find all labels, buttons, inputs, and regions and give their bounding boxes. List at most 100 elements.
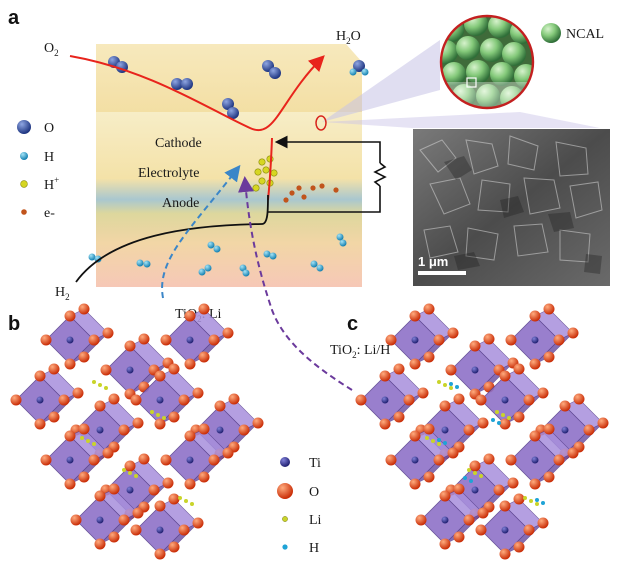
oxygen-atom: [499, 548, 511, 560]
oxygen-atom: [102, 327, 114, 339]
titanium-atom: [411, 456, 419, 464]
hydrogen-atom: [491, 418, 495, 422]
tio6-octahedron: [10, 363, 84, 430]
oxygen-atom: [124, 460, 136, 472]
oxygen-atom: [178, 394, 190, 406]
h2-molecule: [239, 264, 250, 277]
o2-path-arrow: [69, 55, 325, 131]
oxygen-atom: [393, 363, 405, 375]
hydrogen-atom: [443, 441, 447, 445]
oxygen-atom: [64, 310, 76, 322]
legend-item-hydrogen: H: [20, 150, 54, 165]
o2-molecule: [171, 78, 193, 90]
legend-item-lithium: Li: [282, 513, 322, 528]
oxygen-atom: [118, 424, 130, 436]
oxygen-atom: [385, 334, 397, 346]
oxygen-atom: [463, 424, 475, 436]
ncal-inset-box: [466, 77, 477, 88]
oxygen-atom: [198, 471, 210, 483]
oxygen-atom: [385, 454, 397, 466]
h2-label: H2: [55, 285, 70, 302]
oxygen-atom: [423, 303, 435, 315]
titanium-atom: [531, 456, 539, 464]
oxygen-atom: [483, 333, 495, 345]
h2o-molecule: [349, 60, 369, 76]
legend-item-oxygen: O: [17, 120, 54, 136]
legend-text-electron: e-: [44, 206, 55, 221]
oxygen-atom: [100, 364, 112, 376]
oxygen-atom: [529, 478, 541, 490]
lithium-atom: [128, 471, 132, 475]
oxygen-atom: [523, 394, 535, 406]
lithium-atom: [443, 383, 447, 387]
oxygen-atom: [132, 507, 144, 519]
oxygen-atom: [138, 453, 150, 465]
tio6-octahedron: [415, 483, 489, 550]
lithium-atom: [529, 499, 533, 503]
oxygen-atom: [453, 531, 465, 543]
oxygen-atom: [34, 418, 46, 430]
titanium-atom: [471, 366, 479, 374]
oxygen-atom: [453, 483, 465, 495]
oxygen-atom: [567, 327, 579, 339]
oxygen-atom: [543, 303, 555, 315]
oxygen-atom: [132, 417, 144, 429]
oxygen-atom: [184, 430, 196, 442]
oxygen-atom: [198, 351, 210, 363]
oxygen-atom: [228, 393, 240, 405]
sem-image: 1 μm: [413, 129, 610, 286]
lithium-atom: [425, 436, 429, 440]
legend-text-oxygen: O: [44, 121, 54, 136]
oxygen-atom: [154, 548, 166, 560]
h2-molecule: [136, 259, 151, 268]
tio6-octahedron: [475, 363, 549, 430]
oxygen-atom: [168, 363, 180, 375]
oxygen-atom: [537, 517, 549, 529]
oxygen-atom: [529, 310, 541, 322]
oxygen-atom: [469, 340, 481, 352]
legend-text-lithium: Li: [309, 513, 322, 528]
oxygen-atom: [453, 393, 465, 405]
h2-molecule: [310, 260, 324, 272]
oxygen-atom: [78, 303, 90, 315]
lithium-atom: [134, 474, 138, 478]
legend-text-titanium: Ti: [309, 456, 321, 471]
lithium-atom: [98, 383, 102, 387]
oxygen-atom: [192, 387, 204, 399]
oxygen-atom: [102, 447, 114, 459]
oxygen-atom: [409, 358, 421, 370]
legend-item-titanium: Ti: [280, 456, 321, 471]
hydrogen-atom: [455, 385, 459, 389]
oxygen-atom: [88, 334, 100, 346]
oxygen-atom: [483, 453, 495, 465]
ncal-legend: NCAL: [541, 23, 604, 43]
oxygen-atom: [493, 484, 505, 496]
electrolyte-label: Electrolyte: [138, 166, 199, 181]
lithium-atom: [473, 471, 477, 475]
lithium-atom: [86, 439, 90, 443]
titanium-atom: [96, 426, 104, 434]
tio6-octahedron: [505, 423, 579, 490]
oxygen-atom: [463, 514, 475, 526]
oxygen-atom: [477, 507, 489, 519]
titanium-atom: [126, 366, 134, 374]
lithium-atom: [479, 474, 483, 478]
tio6-octahedron: [130, 363, 204, 430]
oxygen-atom: [543, 423, 555, 435]
oxygen-atom: [499, 418, 511, 430]
oxygen-atom: [543, 351, 555, 363]
oxygen-atom: [222, 327, 234, 339]
external-circuit: [268, 186, 381, 213]
lithium-atom: [495, 410, 499, 414]
ncal-label: NCAL: [566, 27, 604, 42]
oxygen-atom: [154, 500, 166, 512]
circuit-return-arrow: [274, 135, 381, 163]
oxygen-atom: [505, 334, 517, 346]
panel-label-c: c: [347, 313, 358, 335]
tio2-li-dashed-arrow: [161, 164, 241, 299]
tio6-octahedron: [160, 423, 234, 490]
tio6-octahedron: [385, 423, 459, 490]
oxygen-atom: [78, 423, 90, 435]
oxygen-atom: [168, 541, 180, 553]
oxygen-atom: [124, 340, 136, 352]
